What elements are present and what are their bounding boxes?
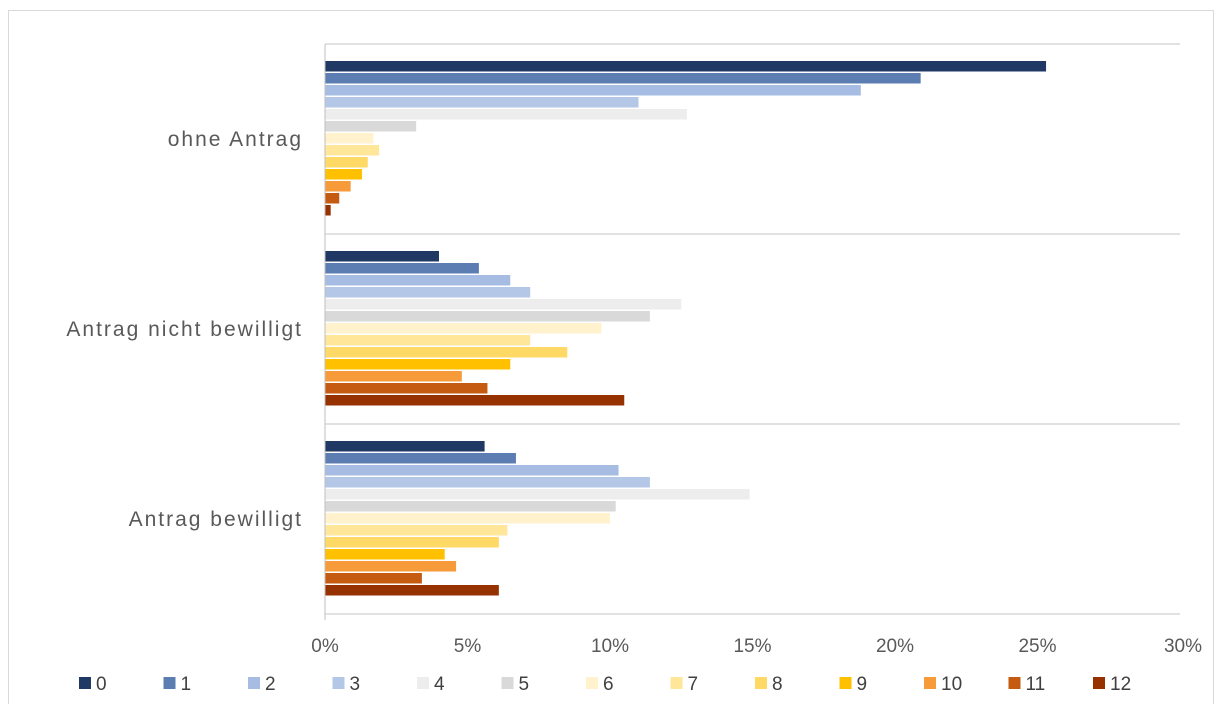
legend-swatch-3: [332, 677, 345, 689]
x-tick-labels: 0% 5% 10% 15% 20% 25% 30%: [311, 636, 1202, 657]
bar-0-2: [325, 441, 485, 452]
legend-swatch-8: [755, 677, 767, 689]
bar-3-1: [325, 287, 531, 298]
bar-10-2: [325, 561, 457, 572]
bar-11-1: [325, 383, 488, 394]
bar-3-2: [325, 477, 650, 488]
bar-7-2: [325, 525, 508, 536]
bar-2-0: [325, 85, 861, 96]
legend-swatch-1: [163, 677, 176, 689]
bar-10-0: [325, 181, 351, 192]
legend-label-0: 0: [96, 674, 107, 695]
chart-frame: [8, 10, 1214, 704]
category-labels: ohne Antrag Antrag nicht bewilligt Antrag …: [66, 128, 303, 531]
bar-5-1: [325, 311, 650, 322]
legend-swatch-11: [1008, 677, 1021, 689]
bar-12-2: [325, 585, 499, 596]
x-tick-label: 5%: [454, 636, 482, 657]
legend-label-4: 4: [434, 674, 445, 695]
bar-12-1: [325, 395, 625, 406]
x-tick-label: 30%: [1164, 636, 1202, 657]
bar-4-0: [325, 109, 687, 120]
legend-label-12: 12: [1110, 674, 1131, 695]
legend-swatch-7: [670, 677, 683, 689]
bar-0-0: [325, 61, 1047, 72]
bar-11-2: [325, 573, 422, 584]
bar-1-0: [325, 73, 921, 84]
x-tick-label: 25%: [1018, 636, 1056, 657]
legend-label-1: 1: [181, 674, 192, 695]
legend-swatch-9: [839, 677, 852, 689]
bar-8-2: [325, 537, 499, 548]
category-label: ohne Antrag: [168, 128, 303, 151]
bar-9-1: [325, 359, 511, 370]
legend-swatch-2: [248, 677, 260, 689]
bar-10-1: [325, 371, 462, 382]
bar-5-2: [325, 501, 616, 512]
grid-lines: [325, 43, 1180, 615]
legend-swatch-0: [79, 677, 91, 689]
bar-5-0: [325, 121, 417, 132]
bar-6-2: [325, 513, 610, 524]
legend-swatch-5: [501, 677, 514, 689]
bar-3-0: [325, 97, 639, 108]
bar-2-2: [325, 465, 619, 476]
legend-swatch-6: [586, 677, 598, 689]
legend-label-8: 8: [772, 674, 783, 695]
bar-6-0: [325, 133, 374, 144]
bar-7-1: [325, 335, 531, 346]
legend-swatch-12: [1093, 677, 1105, 689]
bar-4-2: [325, 489, 750, 500]
x-tick-label: 20%: [876, 636, 914, 657]
bar-1-2: [325, 453, 516, 464]
bar-4-1: [325, 299, 682, 310]
legend-label-5: 5: [519, 674, 530, 695]
bar-12-0: [325, 205, 331, 216]
legend-swatch-10: [924, 677, 936, 689]
legend-swatch-4: [417, 677, 429, 689]
legend-label-10: 10: [941, 674, 962, 695]
x-tick-label: 10%: [591, 636, 629, 657]
x-tick-label: 0%: [311, 636, 339, 657]
bar-11-0: [325, 193, 340, 204]
category-label: Antrag nicht bewilligt: [66, 318, 303, 341]
bar-9-2: [325, 549, 445, 560]
legend: 0 1 2 3 4 5 6 7 8 9 10 11 12: [79, 674, 1131, 695]
bar-8-1: [325, 347, 568, 358]
bar-9-0: [325, 169, 363, 180]
x-tick-label: 15%: [733, 636, 771, 657]
bar-0-1: [325, 251, 439, 262]
legend-label-2: 2: [265, 674, 276, 695]
legend-label-3: 3: [350, 674, 361, 695]
bar-7-0: [325, 145, 380, 156]
legend-label-7: 7: [688, 674, 699, 695]
category-label: Antrag bewilligt: [129, 508, 303, 531]
bar-8-0: [325, 157, 368, 168]
bars: [325, 61, 1047, 596]
bar-2-1: [325, 275, 511, 286]
bar-1-1: [325, 263, 479, 274]
legend-label-11: 11: [1026, 674, 1046, 695]
legend-label-9: 9: [857, 674, 868, 695]
legend-label-6: 6: [603, 674, 614, 695]
bar-6-1: [325, 323, 602, 334]
